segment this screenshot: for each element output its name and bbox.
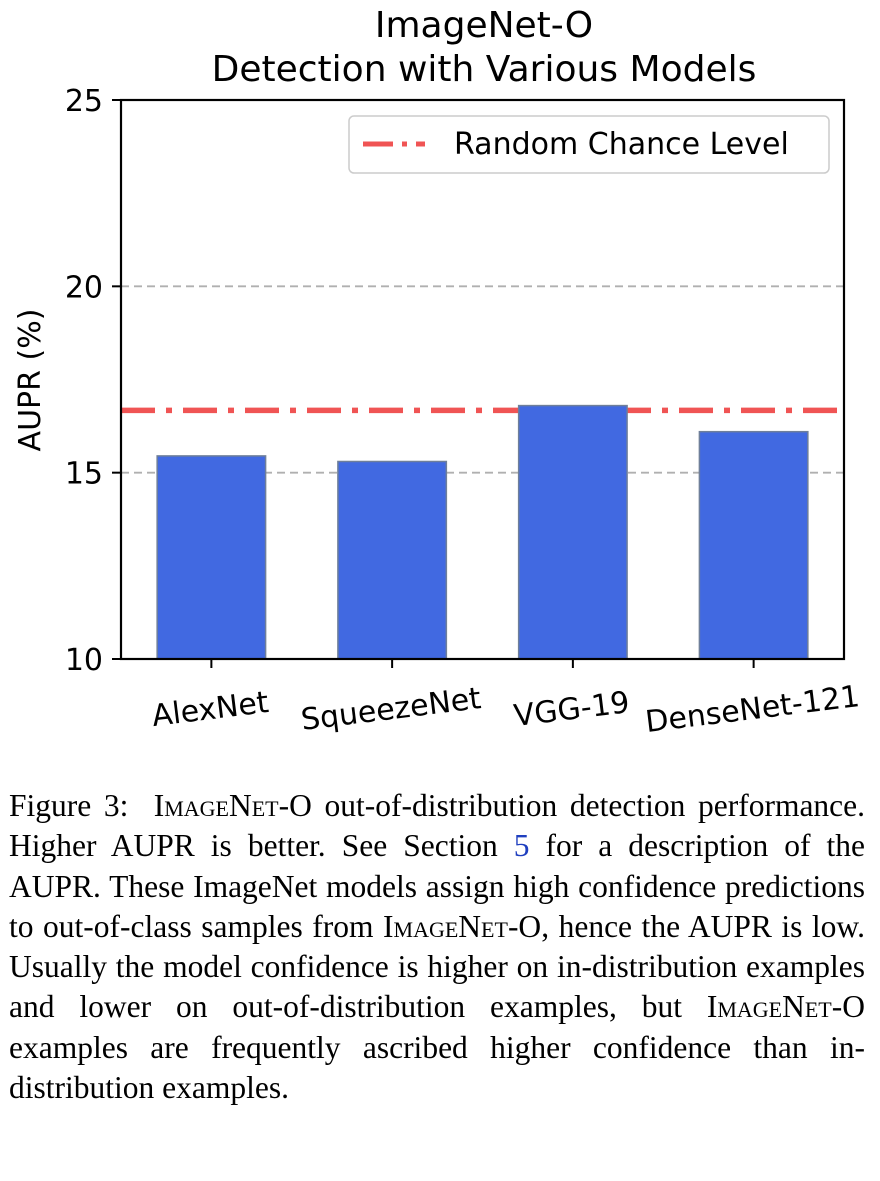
chart: ImageNet-O Detection with Various Models… xyxy=(13,5,862,740)
y-axis-label: AUPR (%) xyxy=(13,309,48,452)
x-tick-label-alexnet: AlexNet xyxy=(150,685,271,734)
y-tick-label-25: 25 xyxy=(65,84,103,119)
caption-text-3: , hence the AUPR is low. Usually the mod… xyxy=(9,908,866,1025)
chart-title-line2: Detection with Various Models xyxy=(212,49,757,90)
caption-text-4: examples are frequently ascribed higher … xyxy=(9,1029,865,1106)
bar-vgg-19 xyxy=(517,404,628,660)
caption-dataset-name: ImageNet xyxy=(153,788,279,823)
caption-text-2: for a description of the AUPR. These Ima… xyxy=(9,828,866,944)
plot-frame xyxy=(119,98,846,661)
x-tick-label-vgg-19: VGG-19 xyxy=(512,685,631,734)
chart-title-line1: ImageNet-O xyxy=(375,5,593,46)
legend-label: Random Chance Level xyxy=(454,127,789,162)
y-tick-label-10: 10 xyxy=(65,643,103,678)
legend-box xyxy=(348,115,830,174)
y-tick-label-20: 20 xyxy=(65,270,103,305)
caption-text-1: out-of-distribution detection performanc… xyxy=(9,788,866,864)
y-tick-label-15: 15 xyxy=(65,457,103,492)
bar-squeezenet xyxy=(337,460,448,660)
bar-densenet-121 xyxy=(698,430,809,660)
figure-caption: Figure 3: ImageNet-O out-of-distribution… xyxy=(9,786,865,1108)
section-reference-link[interactable]: 5 xyxy=(513,828,530,864)
caption-dataset-name-3: ImageNet xyxy=(706,989,832,1025)
caption-dataset-suffix-3: -O xyxy=(831,989,865,1025)
x-tick-label-densenet-121: DenseNet-121 xyxy=(643,679,861,740)
caption-label: Figure 3: xyxy=(9,788,129,823)
caption-dataset-name-2: ImageNet xyxy=(383,908,508,944)
caption-dataset-suffix-2: -O xyxy=(507,908,542,944)
legend: Random Chance Level xyxy=(348,115,830,174)
caption-dataset-suffix: -O xyxy=(278,788,312,823)
x-axis-ticks: AlexNet SqueezeNet VGG-19 DenseNet-121 xyxy=(150,659,862,740)
y-axis-ticks: 10 15 20 25 xyxy=(65,84,121,678)
x-tick-label-squeezenet: SqueezeNet xyxy=(299,681,483,738)
bar-alexnet xyxy=(156,455,267,660)
bars xyxy=(156,404,809,660)
